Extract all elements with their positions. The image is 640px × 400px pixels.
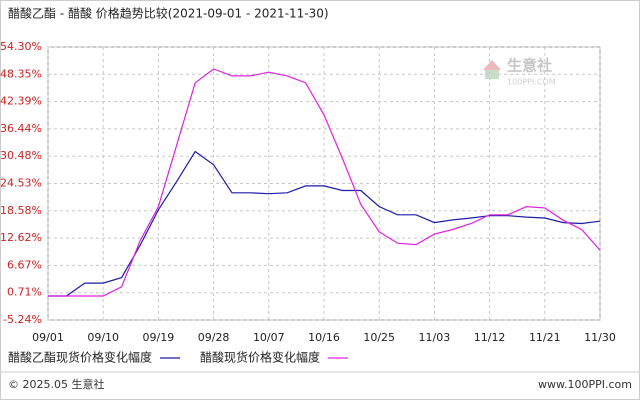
watermark-url: 100PPI.COM bbox=[507, 78, 556, 87]
legend-label: 醋酸乙酯现货价格变化幅度 bbox=[8, 350, 152, 365]
legend-label: 醋酸现货价格变化幅度 bbox=[200, 350, 320, 365]
logo-roof bbox=[483, 60, 501, 70]
x-tick-label: 09/28 bbox=[198, 331, 230, 344]
x-tick-label: 09/19 bbox=[143, 331, 175, 344]
series-line bbox=[48, 68, 601, 297]
x-tick-label: 11/12 bbox=[474, 331, 506, 344]
chart-title: 醋酸乙酯 - 醋酸 价格趋势比较(2021-09-01 - 2021-11-30… bbox=[8, 6, 329, 21]
footer-left: © 2025.05 生意社 bbox=[8, 377, 104, 391]
y-tick-label: 18.58% bbox=[0, 204, 42, 217]
series-line bbox=[48, 150, 601, 297]
y-tick-label: 30.48% bbox=[0, 149, 42, 162]
y-tick-label: 6.67% bbox=[7, 258, 42, 271]
y-tick-label: 24.53% bbox=[0, 177, 42, 190]
footer-right: www.100PPI.com bbox=[538, 378, 632, 391]
x-tick-label: 10/07 bbox=[253, 331, 285, 344]
y-tick-label: 12.62% bbox=[0, 231, 42, 244]
x-tick-label: 10/25 bbox=[363, 331, 395, 344]
y-tick-label: 0.71% bbox=[7, 286, 42, 299]
x-tick-label: 11/30 bbox=[584, 331, 616, 344]
y-tick-label: 48.35% bbox=[0, 67, 42, 80]
x-tick-label: 09/10 bbox=[87, 331, 119, 344]
y-tick-label: 54.30% bbox=[0, 40, 42, 53]
x-tick-label: 10/16 bbox=[308, 331, 340, 344]
y-tick-label: 42.39% bbox=[0, 95, 42, 108]
y-tick-label: 36.44% bbox=[0, 122, 42, 135]
y-tick-label: -5.24% bbox=[3, 313, 42, 326]
x-tick-label: 09/01 bbox=[32, 331, 64, 344]
watermark-text: 生意社 bbox=[507, 57, 552, 75]
x-tick-label: 11/21 bbox=[529, 331, 561, 344]
x-tick-label: 11/03 bbox=[419, 331, 451, 344]
